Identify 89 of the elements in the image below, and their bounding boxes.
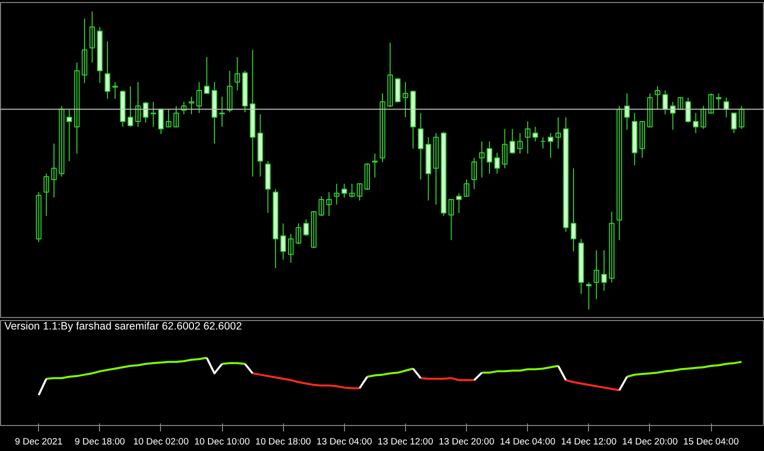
- candlestick: [678, 97, 684, 110]
- x-tick-label: 10 Dec 10:00: [194, 436, 250, 446]
- candlestick: [234, 56, 240, 91]
- candlestick: [387, 42, 393, 108]
- candlestick: [517, 132, 523, 154]
- candlestick: [288, 233, 294, 264]
- candlestick: [647, 92, 653, 128]
- candlestick: [510, 128, 516, 154]
- candlestick: [342, 183, 348, 198]
- candlestick: [128, 86, 134, 128]
- candlestick: [356, 183, 362, 201]
- candlestick: [685, 97, 691, 124]
- candlestick: [548, 132, 554, 158]
- candlestick: [181, 101, 187, 115]
- candlestick: [586, 282, 592, 310]
- text: Version 1.1:By farshad saremifar 62.6002 62.6002: [4, 320, 242, 332]
- candlestick: [166, 108, 172, 128]
- candlestick: [310, 210, 317, 249]
- candlestick: [502, 128, 508, 169]
- candlestick: [349, 183, 355, 198]
- candlestick: [158, 108, 164, 134]
- candlestick: [448, 199, 454, 241]
- candlestick: [570, 168, 576, 252]
- candlestick: [639, 120, 646, 158]
- x-tick-label: 10 Dec 18:00: [255, 436, 311, 446]
- candlestick: [334, 183, 340, 206]
- candlestick: [380, 92, 386, 162]
- x-tick-label: 14 Dec 12:00: [561, 436, 617, 446]
- candlestick: [654, 86, 660, 110]
- candlestick: [58, 105, 64, 178]
- candlestick: [479, 140, 485, 178]
- x-tick-label: 9 Dec 18:00: [74, 436, 125, 446]
- candlestick: [471, 157, 477, 190]
- candlestick: [36, 192, 42, 243]
- candlestick: [150, 101, 156, 128]
- candlestick: [318, 196, 324, 216]
- candlestick: [326, 192, 332, 216]
- candlestick: [173, 105, 180, 128]
- candlestick: [89, 10, 95, 63]
- candlestick: [196, 82, 202, 114]
- candlestick: [226, 70, 232, 113]
- candlestick: [74, 62, 80, 154]
- candlestick: [188, 96, 194, 115]
- candlestick: [303, 218, 309, 236]
- x-tick-label: 14 Dec 20:00: [622, 436, 678, 446]
- x-tick-label: 14 Dec 04:00: [500, 436, 556, 446]
- candlestick: [708, 92, 714, 114]
- candlestick: [594, 250, 600, 300]
- x-tick-label: 15 Dec 04:00: [683, 436, 739, 446]
- candlestick: [82, 18, 88, 84]
- candlestick: [524, 120, 530, 154]
- candlestick: [142, 101, 148, 124]
- candlestick: [296, 222, 302, 244]
- candlestick: [372, 153, 378, 178]
- candlestick: [104, 41, 110, 100]
- x-tick-label: 10 Dec 02:00: [133, 436, 189, 446]
- candlestick: [494, 152, 500, 174]
- x-tick-label: 13 Dec 20:00: [438, 436, 494, 446]
- candlestick: [738, 105, 744, 130]
- candlestick: [51, 143, 57, 198]
- candlestick: [364, 162, 370, 191]
- candlestick: [402, 82, 408, 118]
- candlestick: [418, 112, 424, 180]
- candlestick: [456, 192, 462, 214]
- candlestick: [394, 77, 401, 102]
- candlestick: [486, 140, 492, 174]
- x-tick-label: 9 Dec 2021: [14, 436, 63, 446]
- candlestick: [662, 90, 668, 115]
- candlestick: [532, 126, 538, 142]
- candlestick: [616, 105, 622, 241]
- candlestick: [692, 112, 699, 134]
- candlestick: [219, 96, 225, 128]
- candlestick: [66, 108, 72, 162]
- candlestick: [135, 82, 141, 128]
- x-tick-label: 13 Dec 12:00: [378, 436, 434, 446]
- x-tick-label: 13 Dec 04:00: [316, 436, 372, 446]
- candlestick: [464, 179, 470, 197]
- candlestick: [433, 132, 439, 206]
- candlestick: [280, 222, 286, 260]
- candlestick: [540, 136, 546, 150]
- candlestick: [204, 56, 210, 94]
- candlestick: [555, 116, 562, 150]
- candlestick: [44, 173, 50, 216]
- candlestick: [608, 211, 614, 283]
- candlestick: [601, 250, 607, 292]
- candlestick: [731, 112, 737, 134]
- candlestick: [716, 92, 722, 110]
- candlestick: [700, 105, 706, 130]
- candlestick: [624, 92, 630, 130]
